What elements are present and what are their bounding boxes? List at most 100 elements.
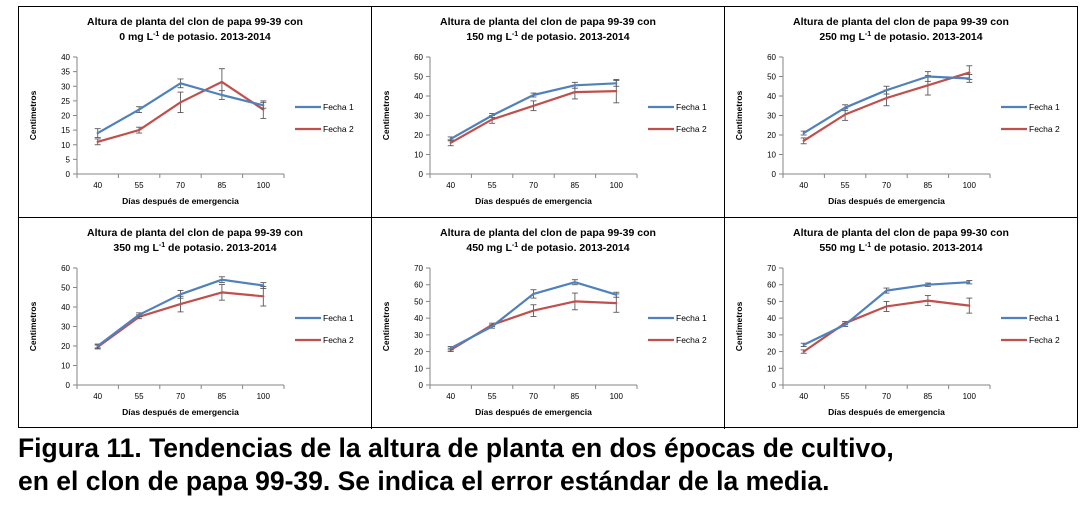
legend-label: Fecha 1 (1029, 102, 1060, 112)
x-tick-label: 55 (135, 181, 144, 190)
series-line (802, 71, 971, 142)
series-1 (447, 279, 620, 351)
legend-label: Fecha 2 (1029, 335, 1060, 345)
x-tick-label: 100 (610, 392, 624, 401)
y-tick-label: 60 (414, 281, 423, 290)
x-tick-label: 70 (176, 181, 185, 190)
y-tick-label: 10 (414, 151, 423, 160)
y-tick-label: 60 (767, 53, 776, 62)
title-rest: de potasio. 2013-2014 (518, 31, 630, 43)
chart-panel-6: Altura de planta del clon de papa 99-30 … (725, 218, 1078, 429)
x-tick-label: 85 (923, 181, 932, 190)
y-tick-label: 40 (414, 92, 423, 101)
series-line (449, 89, 618, 144)
x-tick-label: 70 (882, 392, 891, 401)
title-dose: 0 mg L (119, 31, 153, 43)
x-axis-label: Días después de emergencia (828, 407, 945, 417)
legend-item-2: Fecha 2 (648, 124, 707, 134)
legend-label: Fecha 1 (1029, 313, 1060, 323)
x-tick-label: 85 (570, 392, 579, 401)
legend-item-2: Fecha 2 (295, 335, 354, 345)
x-tick-label: 55 (488, 392, 497, 401)
x-tick-label: 55 (135, 392, 144, 401)
series-1 (800, 71, 973, 136)
caption-line-2: en el clon de papa 99-39. Se indica el e… (18, 466, 830, 496)
y-tick-label: 5 (66, 155, 71, 164)
series-1 (94, 276, 267, 349)
y-tick-label: 20 (61, 112, 70, 121)
title-superscript: -1 (159, 242, 165, 249)
title-rest: de potasio. 2013-2014 (871, 31, 983, 43)
series-line (802, 75, 971, 135)
legend-item-2: Fecha 2 (648, 335, 707, 345)
x-axis-label: Días después de emergencia (475, 196, 592, 206)
chart-title-line2: 0 mg L-1 de potasio. 2013-2014 (119, 31, 271, 43)
x-tick-label: 85 (217, 392, 226, 401)
caption-line-1: Figura 11. Tendencias de la altura de pl… (18, 433, 894, 463)
x-tick-label: 70 (882, 181, 891, 190)
series-2 (800, 295, 973, 354)
y-tick-label: 70 (767, 264, 776, 273)
y-tick-label: 0 (772, 381, 777, 390)
legend-label: Fecha 1 (676, 102, 707, 112)
x-tick-label: 40 (446, 392, 455, 401)
x-tick-label: 40 (446, 181, 455, 190)
chart-grid: Altura de planta del clon de papa 99-39 … (18, 6, 1078, 429)
chart-panel-4: Altura de planta del clon de papa 99-39 … (19, 218, 372, 429)
y-tick-label: 70 (414, 264, 423, 273)
y-tick-label: 10 (61, 362, 70, 371)
x-tick-label: 40 (799, 392, 808, 401)
legend-item-1: Fecha 1 (1001, 102, 1060, 112)
title-superscript: -1 (865, 242, 871, 249)
y-tick-label: 60 (61, 264, 70, 273)
chart-panel-1: Altura de planta del clon de papa 99-39 … (19, 7, 372, 218)
y-tick-label: 50 (61, 284, 70, 293)
chart-title-line1: Altura de planta del clon de papa 99-39 … (440, 16, 656, 28)
legend-label: Fecha 2 (323, 335, 354, 345)
title-dose: 450 mg L (466, 242, 512, 254)
y-tick-label: 20 (61, 342, 70, 351)
y-tick-label: 40 (767, 92, 776, 101)
legend-item-1: Fecha 1 (295, 313, 354, 323)
x-tick-label: 100 (610, 181, 624, 190)
title-dose: 350 mg L (113, 242, 159, 254)
legend-item-1: Fecha 1 (295, 102, 354, 112)
series-line (96, 82, 265, 135)
y-axis-label: Centimetros (381, 301, 391, 351)
x-tick-label: 70 (529, 392, 538, 401)
x-tick-label: 55 (488, 181, 497, 190)
series-2 (447, 78, 620, 147)
title-rest: de potasio. 2013-2014 (159, 31, 271, 43)
series-line (96, 291, 265, 349)
chart-svg: Altura de planta del clon de papa 99-39 … (381, 227, 707, 417)
y-tick-label: 60 (414, 53, 423, 62)
x-axis-label: Días después de emergencia (828, 196, 945, 206)
y-tick-label: 30 (767, 331, 776, 340)
x-axis-label: Días después de emergencia (475, 407, 592, 417)
series-line (449, 281, 618, 350)
legend-label: Fecha 2 (1029, 124, 1060, 134)
chart-panel-2: Altura de planta del clon de papa 99-39 … (372, 7, 725, 218)
x-tick-label: 40 (93, 181, 102, 190)
series-line (449, 82, 618, 140)
legend-item-1: Fecha 1 (648, 313, 707, 323)
legend-label: Fecha 2 (676, 124, 707, 134)
legend-label: Fecha 1 (323, 313, 354, 323)
title-dose: 150 mg L (466, 31, 512, 43)
x-tick-label: 85 (217, 181, 226, 190)
y-tick-label: 20 (767, 131, 776, 140)
x-tick-label: 100 (963, 392, 977, 401)
y-tick-label: 40 (61, 53, 70, 62)
title-rest: de potasio. 2013-2014 (871, 242, 983, 254)
y-tick-label: 25 (61, 97, 70, 106)
chart-title-line1: Altura de planta del clon de papa 99-39 … (793, 16, 1009, 28)
chart-title-line2: 250 mg L-1 de potasio. 2013-2014 (819, 31, 982, 43)
chart-svg: Altura de planta del clon de papa 99-39 … (28, 16, 354, 206)
y-tick-label: 30 (414, 331, 423, 340)
y-tick-label: 0 (419, 381, 424, 390)
chart-svg: Altura de planta del clon de papa 99-39 … (28, 227, 354, 417)
chart-panel-5: Altura de planta del clon de papa 99-39 … (372, 218, 725, 429)
y-tick-label: 0 (66, 381, 71, 390)
y-axis-label: Centimetros (28, 90, 38, 140)
